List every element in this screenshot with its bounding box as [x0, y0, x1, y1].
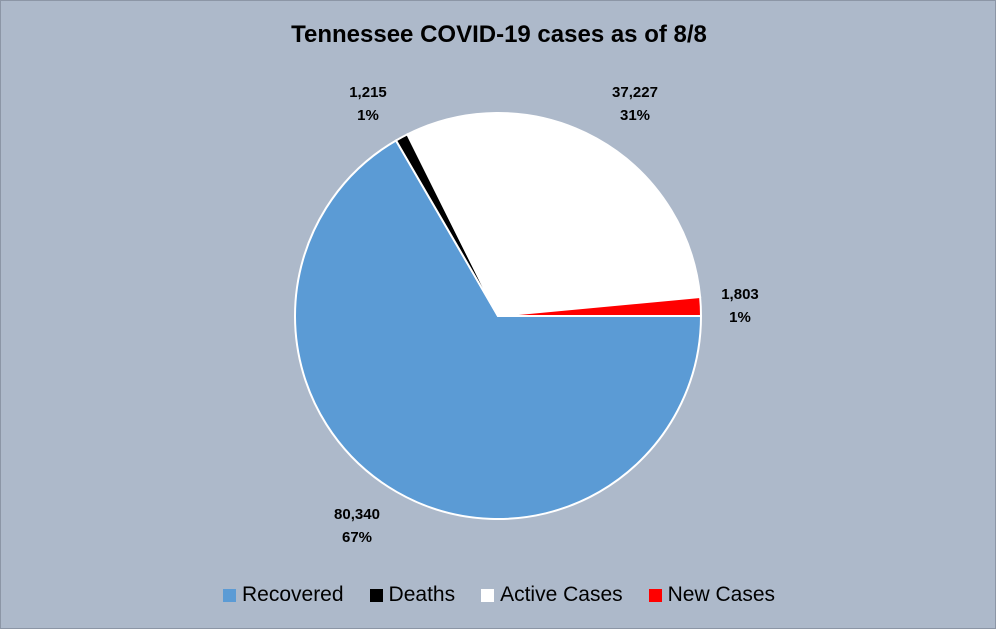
pie-slice-new-cases: [497, 295, 703, 317]
pie-slice-active-cases: [406, 112, 702, 318]
legend-label-new-cases: New Cases: [667, 583, 776, 606]
data-label-percent-new-cases: 1%: [729, 309, 751, 326]
chart-title: Tennessee COVID-19 cases as of 8/8: [291, 21, 707, 48]
legend-swatch-new-cases: [648, 588, 662, 602]
data-label-value-deaths: 1,215: [349, 84, 387, 101]
legend-item-recovered: Recovered: [222, 583, 344, 607]
legend: Recovered Deaths Active Cases New Cases: [1, 583, 996, 607]
data-label-percent-recovered: 67%: [342, 529, 372, 546]
legend-label-recovered: Recovered: [241, 583, 344, 606]
legend-label-deaths: Deaths: [388, 583, 456, 606]
legend-swatch-deaths: [369, 588, 383, 602]
data-label-value-recovered: 80,340: [334, 506, 380, 523]
data-label-percent-deaths: 1%: [357, 107, 379, 124]
legend-swatch-recovered: [222, 588, 236, 602]
data-label-value-active-cases: 37,227: [612, 84, 658, 101]
data-label-percent-active-cases: 31%: [620, 107, 650, 124]
pie-slice-recovered: [294, 139, 703, 520]
legend-label-active-cases: Active Cases: [500, 583, 623, 606]
legend-item-deaths: Deaths: [369, 583, 456, 607]
data-label-value-new-cases: 1,803: [721, 286, 759, 303]
legend-item-active-cases: Active Cases: [481, 583, 623, 607]
legend-swatch-active-cases: [481, 588, 495, 602]
legend-item-new-cases: New Cases: [648, 583, 776, 607]
